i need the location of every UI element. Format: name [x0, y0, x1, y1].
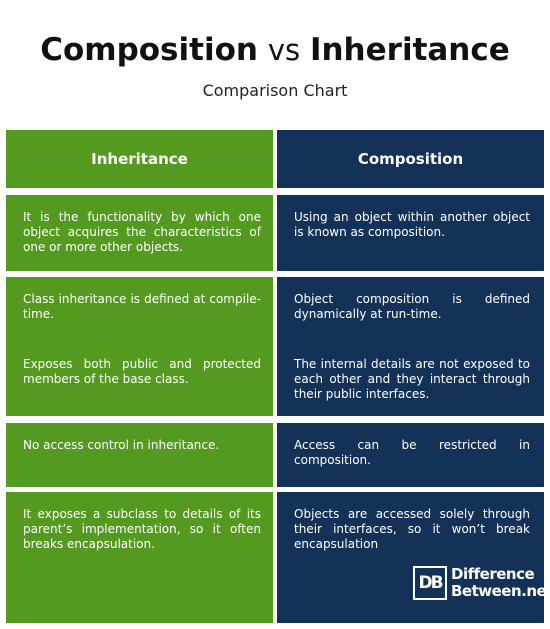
composition-row-4: Access can be restricted in composition.: [277, 423, 544, 487]
page-title: Composition vs Inheritance: [0, 30, 550, 70]
composition-row-1: Using an object within another object is…: [277, 195, 544, 271]
inheritance-row-5: It exposes a subclass to details of its …: [6, 492, 273, 623]
composition-header: Composition: [277, 130, 544, 188]
page-subtitle: Comparison Chart: [202, 81, 348, 100]
differencebetween-logo: DB Difference Between.net: [413, 566, 550, 600]
logo-line-1: Difference: [451, 565, 535, 583]
composition-row-3: The internal details are not exposed to …: [277, 342, 544, 416]
logo-line-2: Between.net: [451, 582, 550, 600]
logo-text: Difference Between.net: [451, 566, 550, 600]
composition-row-2: Object composition is defined dynamicall…: [277, 277, 544, 342]
inheritance-row-4: No access control in inheritance.: [6, 423, 273, 487]
title-composition: Composition: [40, 32, 258, 68]
db-logo-icon: DB: [413, 566, 447, 600]
title-vs: vs: [267, 33, 301, 67]
inheritance-row-3: Exposes both public and protected member…: [6, 342, 273, 416]
inheritance-row-1: It is the functionality by which one obj…: [6, 195, 273, 271]
title-inheritance: Inheritance: [309, 32, 510, 68]
inheritance-row-2: Class inheritance is defined at compile-…: [6, 277, 273, 342]
inheritance-header: Inheritance: [6, 130, 273, 188]
composition-row-5: Objects are accessed solely through thei…: [277, 492, 544, 623]
